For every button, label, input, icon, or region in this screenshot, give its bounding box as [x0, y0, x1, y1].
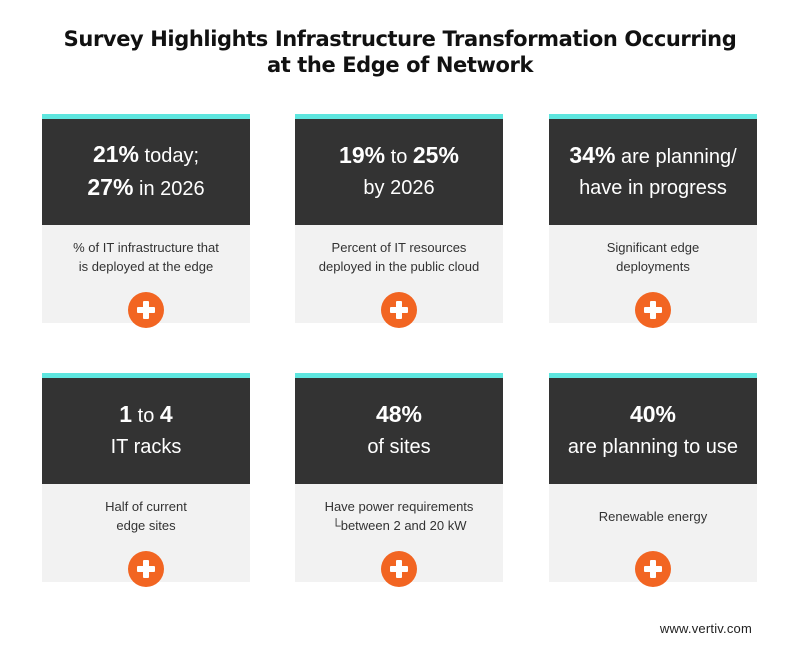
desc-line-2: deployments — [616, 259, 690, 274]
stat-description: % of IT infrastructure that is deployed a… — [42, 225, 250, 289]
stat-description: Half of current edge sites — [42, 484, 250, 548]
card-accent-bar — [549, 373, 757, 378]
page-title: Survey Highlights Infrastructure Transfo… — [0, 26, 800, 78]
stat-panel: 21% today; 27% in 2026 — [42, 119, 250, 225]
stat-text: to — [132, 405, 160, 427]
stat-description: Percent of IT resources deployed in the p… — [295, 225, 503, 289]
stat-line-1: 21% today; — [93, 139, 199, 172]
stat-panel: 40% are planning to use — [549, 378, 757, 484]
desc-line-2: deployed in the public cloud — [318, 259, 480, 274]
stat-line-2: have in progress — [579, 173, 727, 204]
stat-card-edge-deployments: 34% are planning/ have in progress Signi… — [549, 114, 757, 328]
stat-value: 40% — [629, 401, 677, 427]
stat-card-edge-infrastructure: 21% today; 27% in 2026 % of IT infrastru… — [42, 114, 250, 328]
plus-icon[interactable] — [128, 292, 164, 328]
stat-panel: 48% of sites — [295, 378, 503, 484]
stat-panel: 19% to 25% by 2026 — [295, 119, 503, 225]
desc-line-1: Half of current — [105, 499, 187, 514]
stat-description: Significant edge deployments — [549, 225, 757, 289]
title-line-1: Survey Highlights Infrastructure Transfo… — [63, 27, 737, 51]
card-accent-bar — [295, 114, 503, 119]
desc-line-1: Have power requirements — [324, 499, 474, 514]
stat-line-1: 19% to 25% — [339, 140, 459, 173]
stat-line-2: 27% in 2026 — [87, 172, 204, 205]
stat-line-1: 48% — [376, 399, 422, 432]
stat-value: 48% — [375, 401, 423, 427]
stat-value: 34% — [569, 142, 616, 168]
stat-card-it-racks: 1 to 4 IT racks Half of current edge site… — [42, 373, 250, 587]
stat-line-1: 34% are planning/ — [569, 140, 736, 173]
stat-text: are planning to use — [567, 436, 739, 458]
desc-line-2: is deployed at the edge — [78, 259, 214, 274]
stat-line-1: 40% — [630, 399, 676, 432]
stat-description: Renewable energy — [549, 484, 757, 548]
stat-text: have in progress — [579, 177, 727, 199]
card-accent-bar — [42, 373, 250, 378]
card-accent-bar — [295, 373, 503, 378]
desc-line-1: Significant edge — [606, 240, 700, 255]
plus-icon[interactable] — [635, 551, 671, 587]
stat-description: Have power requirements └between 2 and 20… — [295, 484, 503, 548]
plus-icon[interactable] — [381, 551, 417, 587]
stat-value-2: 4 — [159, 401, 173, 427]
stat-text: today; — [139, 145, 200, 167]
stat-card-public-cloud: 19% to 25% by 2026 Percent of IT resourc… — [295, 114, 503, 328]
stat-card-renewable-energy: 40% are planning to use Renewable energy — [549, 373, 757, 587]
title-line-2: at the Edge of Network — [266, 53, 534, 77]
stat-value: 19% — [339, 142, 386, 168]
stat-value: 1 — [119, 401, 133, 427]
footer-url[interactable]: www.vertiv.com — [659, 621, 752, 636]
card-accent-bar — [549, 114, 757, 119]
desc-line-1: Renewable energy — [598, 508, 708, 524]
stat-line-2: are planning to use — [568, 432, 738, 463]
stat-text: to — [385, 146, 413, 168]
stat-text: IT racks — [110, 436, 182, 458]
stat-text: of sites — [367, 436, 431, 458]
stat-line-2: by 2026 — [363, 173, 434, 204]
stat-panel: 34% are planning/ have in progress — [549, 119, 757, 225]
desc-line-1: % of IT infrastructure that — [73, 240, 219, 255]
stat-line-2: IT racks — [111, 432, 182, 463]
stat-line-1: 1 to 4 — [119, 399, 172, 432]
stat-line-2: of sites — [367, 432, 430, 463]
desc-line-1: Percent of IT resources — [331, 240, 467, 255]
stat-value: 21% — [92, 141, 139, 167]
stat-text: by 2026 — [363, 177, 435, 199]
desc-line-2: └between 2 and 20 kW — [331, 518, 467, 533]
stat-card-power-requirements: 48% of sites Have power requirements └bet… — [295, 373, 503, 587]
stat-text: are planning/ — [615, 146, 737, 168]
plus-icon[interactable] — [128, 551, 164, 587]
stat-panel: 1 to 4 IT racks — [42, 378, 250, 484]
card-accent-bar — [42, 114, 250, 119]
plus-icon[interactable] — [635, 292, 671, 328]
stat-value-2: 25% — [412, 142, 459, 168]
desc-line-2: edge sites — [116, 518, 176, 533]
plus-icon[interactable] — [381, 292, 417, 328]
stat-value: 27% — [87, 174, 134, 200]
stat-text: in 2026 — [133, 178, 205, 200]
